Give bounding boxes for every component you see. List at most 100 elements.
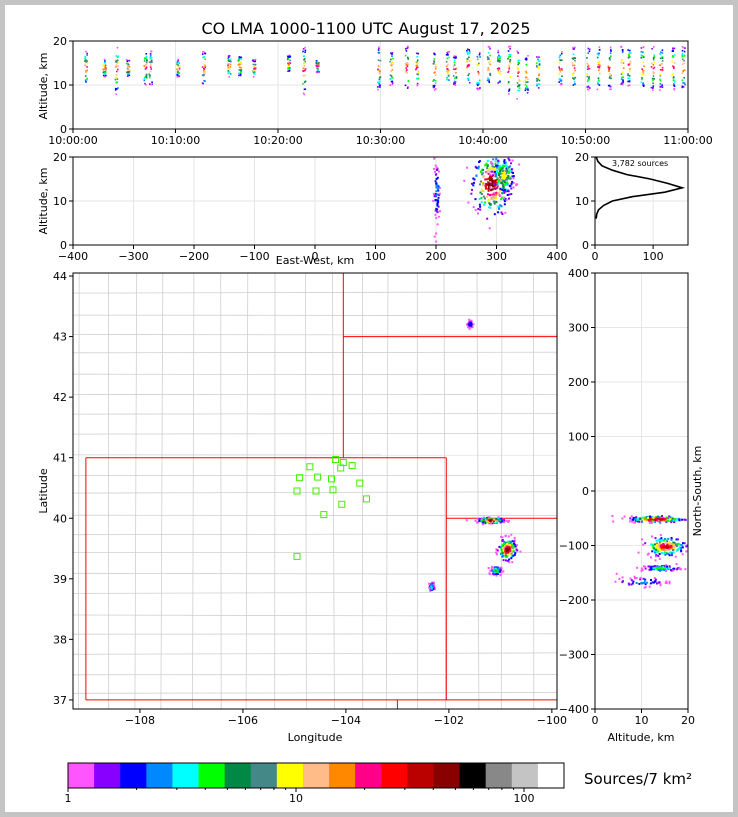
time-source-point	[448, 79, 450, 81]
ew-source-point	[478, 197, 481, 200]
ns-source-point	[657, 515, 659, 518]
map-source-point	[510, 552, 513, 555]
lma-station-marker	[312, 487, 320, 495]
ns-source-point	[670, 545, 673, 548]
time-source-column	[315, 60, 320, 74]
ns-source-point	[656, 519, 659, 522]
map-source-point	[513, 540, 516, 543]
map-source-point	[500, 567, 503, 570]
ew-source-point	[501, 196, 503, 199]
ew-source-point	[480, 201, 483, 204]
time-source-point	[499, 72, 502, 75]
time-source-point	[508, 53, 510, 56]
time-source-point	[149, 61, 152, 64]
time-source-point	[287, 58, 290, 60]
time-source-point	[468, 81, 471, 84]
time-source-point	[558, 57, 561, 59]
time-source-point	[378, 46, 380, 48]
map-source-point	[430, 583, 433, 586]
time-source-column	[627, 49, 632, 87]
ns-source-point	[670, 554, 673, 557]
time-source-point	[178, 68, 181, 71]
ew-source-point	[503, 165, 506, 168]
time-source-point	[146, 59, 148, 61]
ew-source-point	[490, 197, 493, 200]
time-source-point	[610, 55, 612, 57]
time-source-point	[535, 64, 538, 67]
time-source-point	[516, 98, 518, 100]
ns-source-point	[652, 565, 655, 568]
time-source-point	[517, 67, 520, 70]
map-source-point	[505, 543, 508, 546]
lma-station-marker	[314, 473, 322, 481]
ns-source-point	[662, 566, 665, 569]
ew-source-point	[438, 186, 441, 189]
ew-source-point	[484, 187, 487, 190]
time-source-point	[238, 59, 240, 61]
time-source-column	[452, 55, 458, 86]
time-source-point	[526, 88, 529, 90]
time-source-point	[627, 84, 629, 87]
time-source-point	[390, 63, 392, 65]
time-source-point	[128, 74, 131, 77]
time-source-point	[466, 48, 469, 50]
time-source-point	[681, 86, 683, 89]
ew-source-point	[437, 196, 440, 199]
time-source-point	[103, 74, 105, 77]
time-source-point	[661, 63, 663, 65]
time-source-point	[317, 69, 320, 72]
map-source-point	[483, 516, 485, 519]
time-source-point	[517, 61, 519, 63]
map-source-point	[508, 558, 511, 561]
ew-source-point	[496, 171, 498, 174]
time-source-point	[683, 59, 685, 62]
lma-station-marker	[338, 500, 346, 508]
time-source-point	[559, 71, 562, 73]
time-source-point	[586, 86, 589, 88]
ns-source-point	[653, 580, 656, 583]
time-source-point	[586, 73, 588, 75]
time-source-point	[84, 56, 87, 58]
ew-source-point	[498, 207, 501, 210]
ew-source-point	[483, 203, 486, 206]
time-source-point	[524, 87, 527, 89]
hist-alt-axis-tick-label: 10	[575, 195, 589, 208]
altitude-time-ylabel: Altitude, km	[37, 52, 50, 119]
map-source-point	[467, 326, 470, 329]
time-source-point	[476, 82, 479, 84]
time-source-point	[315, 64, 318, 67]
time-source-point	[628, 75, 631, 77]
ew-source-point	[474, 208, 477, 211]
time-source-point	[525, 58, 528, 60]
time-source-point	[488, 81, 491, 83]
ns-source-point	[657, 555, 660, 557]
time-source-point	[659, 64, 662, 67]
state-boundaries	[85, 273, 557, 709]
time-source-point	[642, 69, 645, 72]
ew-source-point	[515, 184, 518, 187]
time-source-point	[487, 61, 490, 64]
time-source-point	[239, 62, 241, 64]
ns-axis-tick-label: −200	[559, 594, 589, 607]
colorbar-swatch	[250, 763, 278, 788]
ns-source-point	[631, 582, 634, 585]
ew-source-point	[492, 174, 495, 177]
time-source-point	[621, 59, 623, 61]
time-source-point	[434, 64, 437, 66]
time-source-point	[538, 83, 541, 86]
time-source-point	[201, 66, 204, 68]
ns-source-point	[655, 567, 658, 570]
time-source-point	[538, 56, 540, 58]
ew-source-point	[503, 181, 506, 184]
ns-source-point	[629, 577, 632, 580]
time-source-point	[489, 63, 491, 66]
altitude-time-frame	[72, 40, 689, 130]
lat-axis-tick-label: 42	[53, 391, 67, 404]
map-source-point	[502, 546, 505, 549]
ew-source-point	[436, 204, 439, 207]
ns-source-point	[656, 582, 658, 585]
map-source-point	[481, 523, 484, 526]
time-source-point	[651, 77, 654, 80]
time-source-point	[447, 63, 449, 66]
time-source-point	[145, 57, 147, 60]
